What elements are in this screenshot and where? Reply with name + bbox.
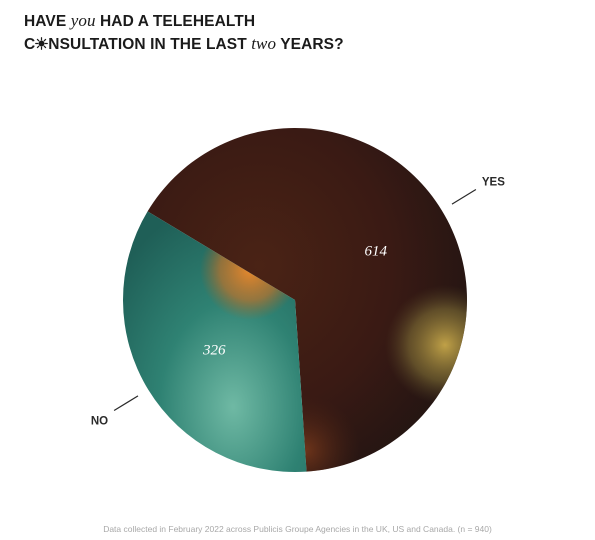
starburst-o-icon [35,37,49,50]
chart-title: HAVE you HAD A TELEHEALTH C NSULTATION I… [24,10,564,56]
slice-glow [385,285,468,405]
pie-slice-yes [147,127,468,472]
title-text: YEARS? [276,36,344,53]
value-label-no: 326 [202,342,226,358]
title-line-2: C NSULTATION IN THE LAST two YEARS? [24,33,564,56]
category-label-no: NO [91,416,108,428]
value-label-yes: 614 [364,244,387,260]
title-text: C [24,36,36,53]
title-text: HAD A TELEHEALTH [95,13,256,30]
footnote: Data collected in February 2022 across P… [103,524,492,534]
leader-line-yes [451,188,477,205]
title-text: NSULTATION IN THE LAST [48,36,252,53]
title-line-1: HAVE you HAD A TELEHEALTH [24,10,564,33]
leader-line-no [113,395,139,412]
category-label-yes: YES [482,177,505,189]
title-italic-word: you [70,11,96,30]
title-italic-word: two [251,34,277,53]
title-text: HAVE [24,13,71,30]
pie-slice-no [123,211,307,472]
